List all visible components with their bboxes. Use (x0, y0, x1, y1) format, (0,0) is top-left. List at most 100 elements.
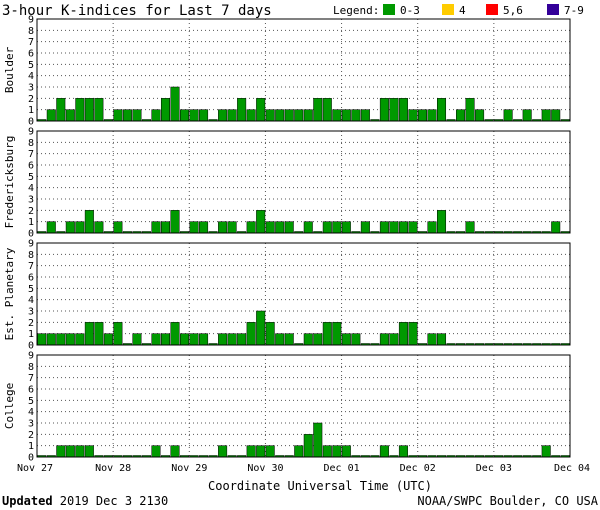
k-index-bar (246, 445, 256, 458)
y-tick-label: 9 (28, 127, 34, 138)
y-tick-label: 7 (28, 149, 34, 160)
k-index-bar (313, 98, 323, 122)
k-index-bar (75, 445, 85, 458)
date-label: Dec 03 (476, 463, 512, 474)
k-index-bar (256, 445, 266, 458)
y-tick-label: 8 (28, 250, 34, 261)
k-index-bar (84, 210, 94, 234)
k-index-bar (265, 221, 275, 234)
k-index-bar (360, 109, 370, 122)
k-index-bar (465, 221, 475, 234)
k-index-bar (151, 445, 161, 458)
k-index-bar (218, 221, 228, 234)
k-index-bar (541, 445, 551, 458)
y-tick-label: 7 (28, 37, 34, 48)
k-index-bar (313, 422, 323, 458)
legend-entry: 5,6 (503, 4, 523, 17)
updated-line: Updated 2019 Dec 3 2130 (2, 494, 168, 508)
k-index-bar (379, 445, 389, 458)
y-tick-label: 0 (28, 341, 34, 352)
x-axis-label: Coordinate Universal Time (UTC) (208, 479, 432, 493)
k-index-bar (408, 221, 418, 234)
k-index-bar (408, 109, 418, 122)
k-index-bar (227, 333, 237, 346)
date-label: Dec 01 (324, 463, 360, 474)
legend-entry: 0-3 (400, 4, 420, 17)
y-tick-label: 3 (28, 307, 34, 318)
y-tick-label: 2 (28, 206, 34, 217)
k-index-bar (389, 98, 399, 122)
k-index-bar (522, 109, 532, 122)
k-index-bar (332, 221, 342, 234)
legend-swatch (486, 4, 498, 15)
k-index-bar (427, 221, 437, 234)
k-index-bar (189, 221, 199, 234)
y-tick-label: 6 (28, 273, 34, 284)
date-labels: Nov 27 Nov 28 Nov 29 Nov 30 Dec 01 Dec 02 Dec … (17, 463, 590, 474)
k-index-bar (75, 221, 85, 234)
k-index-bar (65, 333, 75, 346)
k-index-bar (84, 322, 94, 346)
k-index-bar (65, 445, 75, 458)
k-index-bar (237, 333, 247, 346)
k-index-bar (94, 98, 104, 122)
k-index-bar (170, 322, 180, 346)
k-index-bar (37, 333, 47, 346)
k-index-bar (227, 221, 237, 234)
k-index-bar (265, 445, 275, 458)
k-index-bar (84, 98, 94, 122)
k-index-bar (332, 445, 342, 458)
legend-entry: 4 (459, 4, 466, 17)
k-index-bar (284, 333, 294, 346)
legend-swatch (383, 4, 395, 15)
k-index-bar (132, 333, 142, 346)
k-index-bar (275, 221, 285, 234)
k-index-bar (151, 109, 161, 122)
updated-value: 2019 Dec 3 2130 (53, 494, 169, 508)
k-index-bar (322, 221, 332, 234)
k-index-bar (256, 310, 266, 346)
panel-frame (36, 242, 571, 346)
k-index-bar (303, 221, 313, 234)
k-index-bar (427, 333, 437, 346)
k-index-bar (103, 333, 113, 346)
k-index-bar (389, 221, 399, 234)
k-index-bar (160, 333, 171, 346)
chart-title: 3-hour K-indices for Last 7 days (2, 3, 272, 19)
k-index-bar (84, 445, 94, 458)
k-index-bar (303, 109, 313, 122)
y-tick-label: 0 (28, 117, 34, 128)
k-index-bar (160, 221, 171, 234)
k-index-bar (256, 210, 266, 234)
y-tick-label: 1 (28, 329, 34, 340)
k-index-bar (341, 109, 351, 122)
station-label: Fredericksburg (3, 136, 16, 229)
station-label: Est. Planetary (3, 247, 16, 340)
k-index-bar (465, 98, 475, 122)
k-index-bar (113, 322, 123, 346)
k-index-bar (341, 221, 351, 234)
panel-frame (36, 18, 571, 122)
k-index-bar (379, 98, 389, 122)
legend-swatch (442, 4, 454, 15)
k-index-bar (275, 333, 285, 346)
k-index-bar (408, 322, 418, 346)
k-index-bar (199, 333, 209, 346)
y-tick-label: 8 (28, 362, 34, 373)
k-index-bar (180, 333, 190, 346)
y-tick-label: 0 (28, 229, 34, 240)
k-index-bar (46, 333, 56, 346)
date-label: Dec 04 (554, 463, 590, 474)
k-index-bar (56, 98, 66, 122)
date-label: Nov 28 (95, 463, 131, 474)
k-index-bar (332, 322, 342, 346)
date-label: Nov 30 (247, 463, 283, 474)
station-label: College (3, 383, 16, 429)
panel-frame (36, 130, 571, 234)
y-tick-label: 3 (28, 83, 34, 94)
k-index-bar (351, 109, 361, 122)
y-tick-label: 9 (28, 239, 34, 250)
k-index-bar (46, 221, 56, 234)
